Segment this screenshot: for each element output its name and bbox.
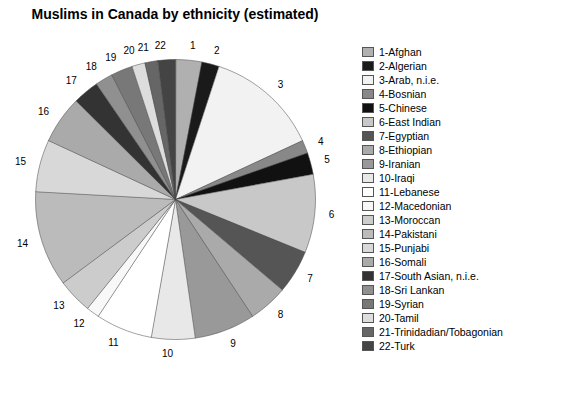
html-text:13-Moroccan: 13-Moroccan — [379, 214, 441, 226]
svg-text:7: 7 — [307, 273, 313, 284]
html-text:7-Egyptian: 7-Egyptian — [379, 130, 430, 142]
html-text:2-Algerian: 2-Algerian — [379, 60, 427, 72]
svg-text:11: 11 — [108, 337, 119, 348]
html-text:8-Ethiopian: 8-Ethiopian — [379, 144, 433, 156]
svg-text:18: 18 — [86, 61, 98, 72]
html-text:14-Pakistani: 14-Pakistani — [379, 228, 437, 240]
svg-text:13: 13 — [53, 300, 65, 311]
html-text:22-Turk: 22-Turk — [379, 340, 415, 352]
html-text:19-Syrian: 19-Syrian — [379, 298, 424, 310]
svg-text:22: 22 — [155, 40, 167, 51]
html-text:3-Arab, n.i.e.: 3-Arab, n.i.e. — [379, 74, 440, 86]
svg-text:21: 21 — [138, 42, 150, 53]
html-text:4-Bosnian: 4-Bosnian — [379, 88, 427, 100]
html-text:9-Iranian: 9-Iranian — [379, 158, 421, 170]
svg-text:16: 16 — [38, 106, 50, 117]
html-text:11-Lebanese: 11-Lebanese — [379, 186, 440, 198]
svg-text:10: 10 — [162, 348, 174, 359]
html-text:17-South Asian, n.i.e.: 17-South Asian, n.i.e. — [379, 270, 479, 282]
svg-text:9: 9 — [230, 338, 236, 349]
html-text:18-Sri Lankan: 18-Sri Lankan — [379, 284, 445, 296]
svg-text:4: 4 — [318, 136, 324, 147]
svg-text:3: 3 — [278, 79, 284, 90]
html-text:21-Trinidadian/Tobagonian: 21-Trinidadian/Tobagonian — [379, 326, 503, 338]
html-text:15-Punjabi: 15-Punjabi — [379, 242, 430, 254]
svg-text:19: 19 — [105, 52, 117, 63]
svg-text:15: 15 — [15, 156, 27, 167]
svg-text:8: 8 — [278, 309, 284, 320]
html-text:Muslims in Canada by ethnicity: Muslims in Canada by ethnicity (estimate… — [31, 6, 319, 22]
svg-text:12: 12 — [73, 318, 85, 329]
svg-text:17: 17 — [66, 75, 78, 86]
svg-text:20: 20 — [124, 45, 136, 56]
svg-text:1: 1 — [190, 40, 196, 51]
html-text:10-Iraqi: 10-Iraqi — [379, 172, 415, 184]
svg-text:2: 2 — [214, 45, 220, 56]
svg-text:5: 5 — [324, 154, 330, 165]
html-text:1-Afghan: 1-Afghan — [379, 46, 422, 58]
html-text:20-Tamil: 20-Tamil — [379, 312, 419, 324]
html-text:5-Chinese: 5-Chinese — [379, 102, 427, 114]
html-text:6-East Indian: 6-East Indian — [379, 116, 441, 128]
svg-text:14: 14 — [17, 238, 29, 249]
svg-text:6: 6 — [329, 209, 335, 220]
html-text:16-Somali: 16-Somali — [379, 256, 427, 268]
html-text:12-Macedonian: 12-Macedonian — [379, 200, 452, 212]
